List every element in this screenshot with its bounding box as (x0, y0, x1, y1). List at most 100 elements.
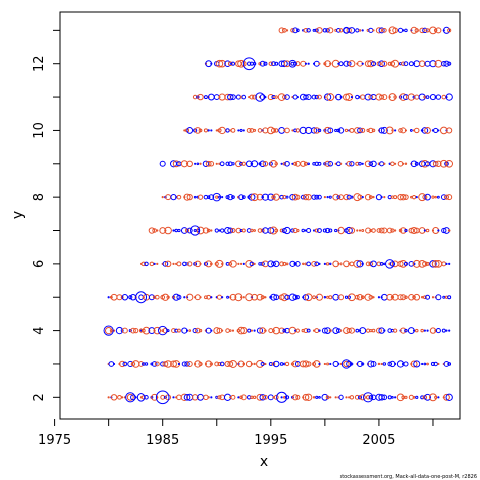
residual-point (313, 127, 320, 134)
residual-point (181, 327, 188, 334)
residual-point (259, 60, 266, 67)
y-tick-label: 6 (32, 260, 47, 268)
residual-point (415, 196, 418, 199)
residual-point (302, 360, 310, 368)
residual-point (441, 60, 447, 67)
residual-point (370, 260, 377, 268)
residual-point (196, 162, 200, 166)
residual-point (413, 293, 421, 301)
residual-point (195, 327, 201, 334)
residual-point (321, 327, 328, 334)
residual-point (184, 361, 190, 367)
residual-point (272, 260, 280, 268)
residual-point (425, 294, 431, 300)
residual-point (371, 128, 376, 133)
residual-point (253, 329, 256, 332)
residual-point (206, 228, 211, 233)
residual-point (327, 161, 334, 167)
residual-point (440, 194, 447, 201)
residual-point (245, 259, 254, 268)
residual-point (292, 394, 299, 401)
residual-point (381, 27, 387, 33)
residual-point (177, 362, 181, 366)
residual-point (218, 126, 226, 135)
residual-point (429, 327, 437, 334)
residual-point (225, 195, 230, 200)
residual-point (323, 262, 326, 265)
residual-point (326, 295, 330, 299)
residual-point (339, 329, 343, 332)
residual-point (376, 261, 382, 267)
y-axis: 2 4 6 8 10 12 (32, 29, 60, 401)
residual-point (263, 61, 268, 66)
residual-point (154, 361, 160, 367)
residual-point (285, 195, 289, 199)
residual-point (383, 196, 386, 199)
residual-point (425, 95, 430, 99)
residual-point (336, 195, 341, 200)
residual-point (247, 61, 252, 66)
residual-point (350, 95, 353, 99)
residual-point (420, 328, 424, 333)
residual-point (250, 329, 253, 332)
residual-point (210, 262, 213, 266)
residual-point (343, 194, 350, 201)
residual-point (425, 228, 430, 233)
residual-point (263, 394, 268, 400)
residual-point (155, 390, 170, 405)
residual-point (125, 392, 136, 403)
residual-point (404, 395, 408, 399)
residual-point (322, 228, 327, 233)
residual-point (186, 360, 193, 367)
residual-point (361, 162, 364, 165)
residual-point (394, 229, 397, 232)
residual-point (315, 395, 319, 399)
residual-point (404, 28, 408, 33)
residual-point (171, 328, 176, 334)
residual-point (398, 128, 403, 133)
residual-point (190, 225, 201, 236)
residual-point (293, 161, 298, 166)
residual-point (292, 294, 298, 300)
residual-point (424, 393, 432, 401)
residual-point (433, 127, 439, 134)
residual-point (426, 362, 429, 366)
residual-point (133, 327, 139, 334)
residual-point (387, 361, 393, 367)
residual-point (180, 393, 188, 401)
residual-point (224, 360, 231, 368)
residual-point (216, 294, 223, 300)
residual-point (302, 194, 310, 201)
residual-point (336, 28, 341, 33)
plot-frame (59, 11, 461, 420)
residual-point (318, 329, 321, 332)
residual-point (349, 395, 355, 400)
residual-point (121, 294, 129, 301)
residual-point (198, 361, 203, 367)
residual-point (185, 228, 189, 233)
residual-point (326, 93, 335, 101)
residual-point (230, 61, 236, 66)
residual-point (139, 396, 143, 399)
residual-point (256, 193, 264, 201)
residual-point (399, 93, 408, 101)
residual-point (110, 394, 118, 401)
residual-point (422, 261, 428, 267)
residual-point (400, 193, 407, 201)
residual-point (447, 295, 452, 300)
residual-point (221, 296, 224, 299)
residual-point (194, 360, 202, 368)
residual-point (225, 328, 230, 333)
residual-point (279, 261, 285, 267)
residual-point (239, 262, 243, 265)
residual-point (199, 162, 202, 165)
residual-point (441, 261, 447, 267)
residual-point (241, 195, 246, 200)
residual-point (248, 193, 256, 201)
residual-point (122, 361, 128, 367)
residual-point (437, 229, 440, 232)
residual-point (270, 127, 277, 133)
residual-point (399, 259, 408, 268)
residual-point (332, 193, 340, 201)
residual-point (274, 128, 279, 133)
